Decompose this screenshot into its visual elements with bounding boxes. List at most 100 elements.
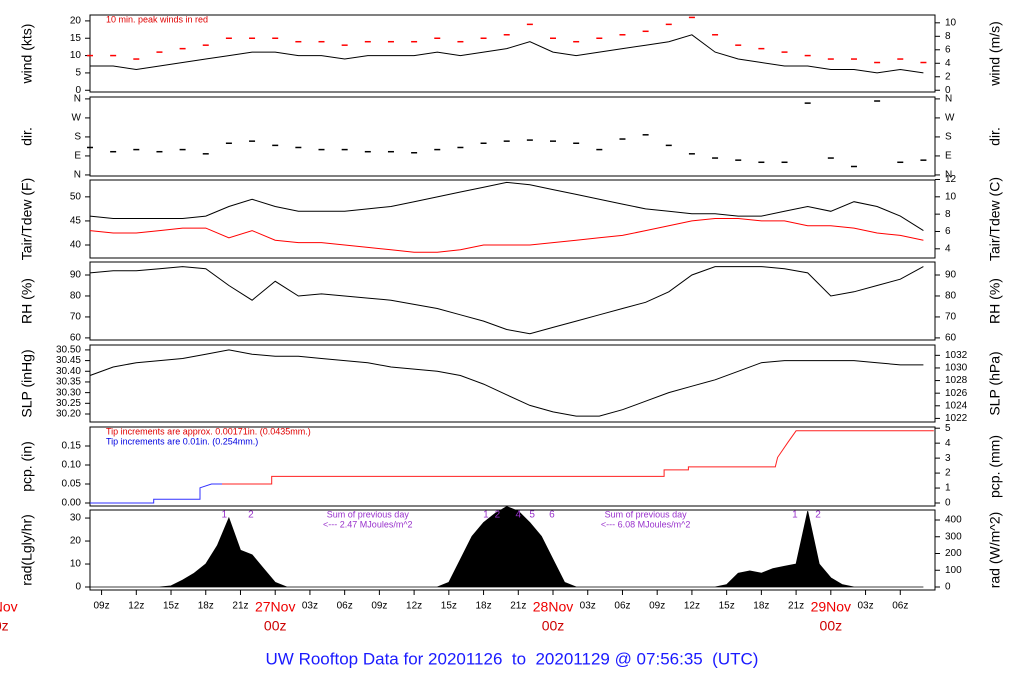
panel-frame [89, 96, 936, 177]
y-tick-label: S [74, 132, 81, 143]
y-tick-label: 50 [70, 191, 82, 202]
x-tick-label: 00z [264, 618, 287, 634]
y-axis-title: Tair/Tdew (F) [19, 178, 35, 260]
y-tick-label: 60 [70, 333, 82, 344]
y-tick-label: 0.00 [62, 498, 82, 509]
annotation: Sum of previous day [327, 509, 410, 519]
y-tick-label: 30.25 [56, 398, 81, 409]
y-axis-title: RH (%) [19, 278, 35, 324]
day-label: 27Nov [255, 599, 295, 615]
x-tick-label: 00z [820, 618, 843, 634]
hour-mark: 6 [549, 510, 555, 521]
y-tick-label: 0 [75, 582, 81, 593]
x-tick-label: 03z [580, 601, 596, 612]
y2-tick-label: 400 [945, 515, 962, 526]
hour-mark: 2 [815, 510, 821, 521]
y-axis-title: rad(Lgly/hr) [19, 514, 35, 586]
y-tick-label: 0.10 [62, 460, 82, 471]
annotation: Sum of previous day [605, 509, 688, 519]
panel-frame [89, 426, 936, 507]
y2-tick-label: 6 [945, 44, 951, 55]
annotation: 10 min. peak winds in red [106, 14, 208, 24]
line [89, 181, 924, 232]
y2-tick-label: 80 [945, 291, 957, 302]
x-tick-label: 18z [753, 601, 769, 612]
panel-frame [89, 344, 936, 423]
line [90, 483, 222, 504]
y-tick-label: 30.50 [56, 345, 81, 356]
x-tick-label: 15z [441, 601, 457, 612]
line [89, 349, 924, 417]
y-tick-label: 15 [70, 33, 82, 44]
y2-axis-title: RH (%) [987, 278, 1003, 324]
x-tick-label: 18z [475, 601, 491, 612]
y-tick-label: 45 [70, 216, 82, 227]
y2-axis-title: pcp. (mm) [987, 435, 1003, 498]
hour-mark: 1 [483, 510, 489, 521]
y2-tick-label: 0 [945, 582, 951, 593]
x-tick-label: 15z [719, 601, 735, 612]
hour-mark: 2 [495, 510, 501, 521]
y2-tick-label: 1028 [945, 375, 968, 386]
hour-mark: 1 [792, 510, 798, 521]
y2-axis-title: SLP (hPa) [987, 351, 1003, 415]
x-tick-label: 00z [542, 618, 565, 634]
y2-tick-label: 1022 [945, 413, 968, 424]
y-tick-label: 30.45 [56, 355, 81, 366]
y-tick-label: 10 [70, 559, 82, 570]
y-tick-label: 20 [70, 16, 82, 27]
area [90, 506, 924, 588]
y2-tick-label: 1026 [945, 388, 968, 399]
y2-tick-label: 6 [945, 226, 951, 237]
y2-tick-label: 12 [945, 174, 957, 185]
y-tick-label: E [74, 151, 81, 162]
y2-axis-title: rad (W/m^2) [987, 512, 1003, 589]
y-tick-label: 40 [70, 240, 82, 251]
y2-tick-label: 4 [945, 58, 951, 69]
day-label: 28Nov [533, 599, 573, 615]
y-tick-label: 30.20 [56, 409, 81, 420]
y-tick-label: 70 [70, 312, 82, 323]
y2-axis-title: Tair/Tdew (C) [987, 177, 1003, 261]
day-label: 26Nov [0, 599, 18, 615]
x-tick-label: 09z [371, 601, 387, 612]
y-tick-label: 30.30 [56, 387, 81, 398]
y2-tick-label: 200 [945, 548, 962, 559]
y2-tick-label: W [945, 113, 955, 124]
y-tick-label: 80 [70, 291, 82, 302]
y2-axis-title: dir. [987, 127, 1003, 146]
y2-tick-label: 4 [945, 438, 951, 449]
y2-tick-label: 100 [945, 565, 962, 576]
annotation: <--- 2.47 MJoules/m^2 [323, 519, 413, 529]
annotation: Tip increments are approx. 0.00171in. (0… [106, 426, 311, 436]
y-tick-label: 20 [70, 536, 82, 547]
y2-tick-label: 300 [945, 531, 962, 542]
panel-frame [89, 261, 936, 341]
x-tick-label: 03z [857, 601, 873, 612]
y2-tick-label: 1 [945, 483, 951, 494]
hour-mark: 5 [529, 510, 535, 521]
line [89, 218, 924, 253]
y-axis-title: wind (kts) [19, 24, 35, 85]
y-tick-label: N [74, 170, 81, 181]
y-tick-label: 30.40 [56, 366, 81, 377]
y2-tick-label: 1030 [945, 363, 968, 374]
y2-tick-label: 2 [945, 468, 951, 479]
y2-tick-label: 60 [945, 333, 957, 344]
y2-tick-label: 70 [945, 312, 957, 323]
y2-tick-label: 1032 [945, 350, 968, 361]
line [222, 430, 934, 485]
y-tick-label: 30 [70, 513, 82, 524]
y-tick-label: 0.15 [62, 441, 82, 452]
y-tick-label: 5 [75, 68, 81, 79]
annotation: Tip increments are 0.01in. (0.254mm.) [106, 436, 258, 446]
y-axis-title: dir. [19, 127, 35, 146]
x-tick-label: 06z [892, 601, 908, 612]
y-tick-label: 0 [75, 85, 81, 96]
y-axis-title: pcp. (in) [19, 441, 35, 492]
x-tick-label: 06z [337, 601, 353, 612]
x-tick-label: 06z [614, 601, 630, 612]
y2-tick-label: S [945, 132, 952, 143]
y2-tick-label: 1024 [945, 400, 968, 411]
